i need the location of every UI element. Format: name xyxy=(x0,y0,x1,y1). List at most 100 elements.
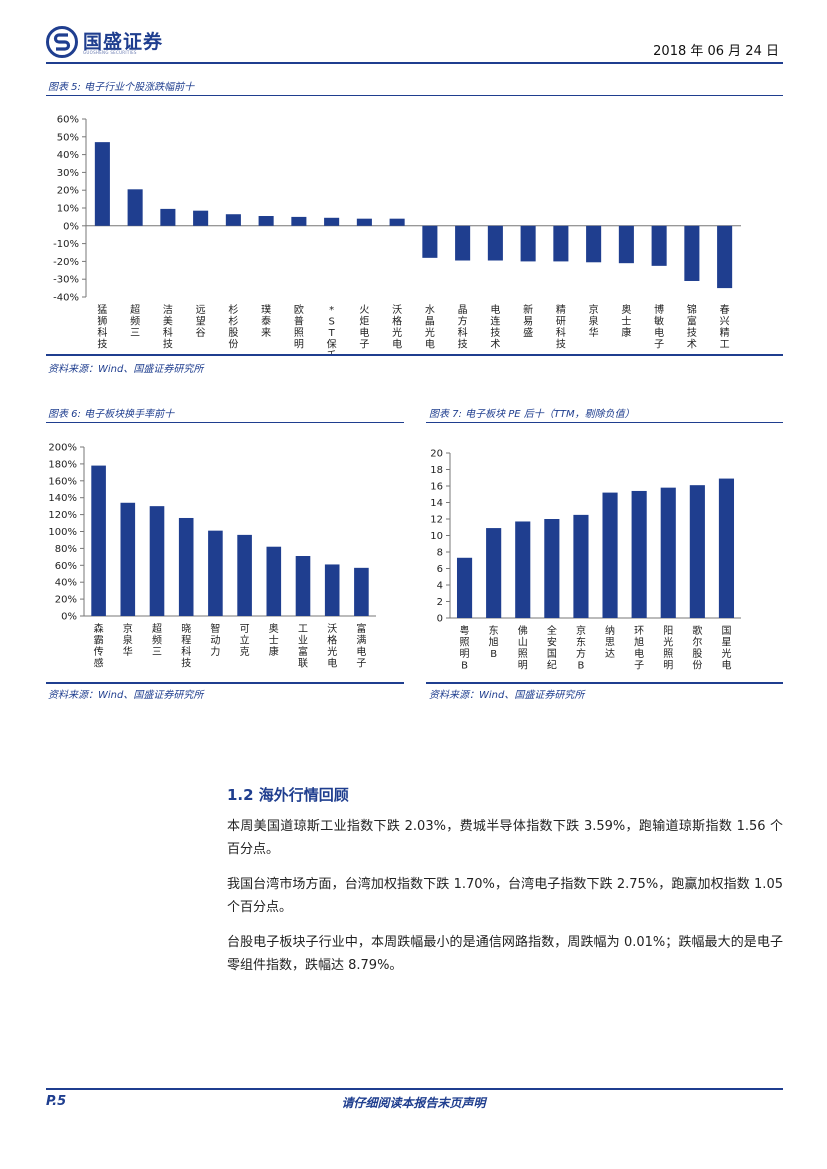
category-label: 超频三 xyxy=(130,303,140,339)
category-label: 阳光照明 xyxy=(663,625,673,672)
category-label: 东旭 B xyxy=(489,624,499,660)
y-tick-label: -10% xyxy=(53,239,79,250)
header-rule xyxy=(46,62,783,64)
y-tick-label: 20% xyxy=(55,595,77,606)
y-tick-label: 0 xyxy=(437,614,443,625)
y-tick-label: 200% xyxy=(48,443,77,454)
category-label: 电连技术 xyxy=(490,303,500,351)
category-label: 奥士康 xyxy=(269,622,279,658)
bar xyxy=(586,225,602,263)
y-tick-label: 180% xyxy=(48,459,77,470)
category-label: 歌尔股份 xyxy=(692,624,702,672)
paragraph-taiwan-market: 我国台湾市场方面，台湾加权指数下跌 1.70%，台湾电子指数下跌 2.75%，跑… xyxy=(227,877,783,915)
y-tick-label: -40% xyxy=(53,293,79,304)
figure-7-chart: 0 2 4 6 8 10 12 14 16 18 20 粤照明 B 东旭 B 佛山照明 全安国纪 京东方 B 纳思达 环… xyxy=(430,449,741,672)
category-label: 森霸传感 xyxy=(94,622,104,670)
logo-mark-icon xyxy=(46,26,78,58)
y-tick-label: 40% xyxy=(55,578,77,589)
bar xyxy=(651,225,667,266)
y-tick-label: 4 xyxy=(437,581,443,592)
y-tick-label: 20 xyxy=(430,449,443,460)
bar xyxy=(295,556,311,616)
bar xyxy=(91,465,106,616)
figure-7-source: 资料来源：Wind、国盛证券研究所 xyxy=(429,690,585,701)
bar xyxy=(684,225,700,281)
bar xyxy=(456,557,473,618)
bar xyxy=(354,567,369,616)
category-label: 杉杉股份 xyxy=(228,303,238,351)
y-tick-label: 16 xyxy=(430,482,443,493)
category-label: 环旭电子 xyxy=(634,626,644,672)
bar xyxy=(120,502,136,616)
figure-5-source: 资料来源：Wind、国盛证券研究所 xyxy=(48,364,204,375)
y-tick-label: 2 xyxy=(437,597,443,608)
bar xyxy=(553,225,569,262)
y-tick-label: 40% xyxy=(57,150,79,161)
y-tick-label: 12 xyxy=(430,515,443,526)
figure-7-bottom-rule xyxy=(426,682,783,684)
category-label: 工业富联 xyxy=(298,624,308,670)
y-tick-label: 100% xyxy=(48,527,77,538)
bar xyxy=(225,214,241,226)
bar xyxy=(237,534,252,616)
bar xyxy=(208,530,223,616)
bar xyxy=(689,485,705,618)
figure-5-top-rule xyxy=(46,95,783,96)
category-label: 春兴精工 xyxy=(720,304,730,351)
bar xyxy=(618,225,634,264)
y-tick-label: 50% xyxy=(57,132,79,143)
y-tick-label: -20% xyxy=(53,257,79,268)
figure-7-top-rule xyxy=(426,422,783,423)
category-label: 京泉华 xyxy=(123,622,133,658)
category-label: 富满电子 xyxy=(356,622,366,670)
category-label: 远望谷 xyxy=(196,304,206,339)
category-label: *ST保千 xyxy=(327,305,337,355)
figure-6-source: 资料来源：Wind、国盛证券研究所 xyxy=(48,690,204,701)
bar xyxy=(160,208,176,226)
bar xyxy=(127,189,143,226)
bar xyxy=(718,478,735,618)
category-label: 超频三 xyxy=(152,622,162,658)
bar xyxy=(324,217,340,226)
page-number: P.5 xyxy=(46,1094,67,1109)
category-label: 佛山照明 xyxy=(518,624,528,672)
category-label: 纳思达 xyxy=(605,624,615,660)
y-tick-label: 0% xyxy=(61,612,77,623)
figure-5-title: 图表 5: 电子行业个股涨跌幅前十 xyxy=(48,82,195,93)
y-tick-label: 6 xyxy=(437,564,443,575)
bar xyxy=(486,528,502,618)
category-label: 新易盛 xyxy=(523,303,533,339)
y-tick-label: 60% xyxy=(57,115,79,126)
bar xyxy=(324,564,340,616)
bar xyxy=(717,225,733,289)
y-tick-label: -30% xyxy=(53,275,79,286)
footer-disclaimer: 请仔细阅读本报告末页声明 xyxy=(341,1096,486,1110)
category-label: 洁美科技 xyxy=(163,303,173,351)
category-label: 精研科技 xyxy=(556,303,566,351)
bar xyxy=(356,218,372,226)
bar xyxy=(631,490,647,618)
bar xyxy=(520,225,536,262)
category-label: 璞泰来 xyxy=(261,303,271,339)
category-label: 沃格光电 xyxy=(392,304,402,351)
y-tick-label: 80% xyxy=(55,544,77,555)
report-date: 2018 年 06 月 24 日 xyxy=(653,44,779,59)
y-tick-label: 60% xyxy=(55,561,77,572)
category-label: 智动力 xyxy=(210,622,220,658)
company-logo: 国盛证券 GUOSHENG SECURITIES xyxy=(46,26,176,60)
paragraph-us-market: 本周美国道琼斯工业指数下跌 2.03%，费城半导体指数下跌 3.59%，跑输道琼… xyxy=(227,819,783,857)
figure-6-chart: 0% 20% 40% 60% 80% 100% 120% 140% 160% 180% 200% 森霸… xyxy=(48,443,376,670)
bar xyxy=(515,521,531,618)
category-label: 博敏电子 xyxy=(654,303,664,351)
category-label: 猛狮科技 xyxy=(97,304,107,351)
bar xyxy=(258,216,274,226)
y-tick-label: 10% xyxy=(57,204,79,215)
figure-5-chart: -40% -30% -20% -10% 0% 10% 20% 30% 40% 50% 60% 猛狮科技… xyxy=(53,115,741,355)
bar xyxy=(178,517,194,616)
y-tick-label: 8 xyxy=(437,548,443,559)
bar xyxy=(602,492,618,618)
company-name: 国盛证券 xyxy=(83,31,164,53)
y-tick-label: 20% xyxy=(57,186,79,197)
category-label: 国星光电 xyxy=(721,625,731,672)
category-label: 晶方科技 xyxy=(458,304,468,351)
